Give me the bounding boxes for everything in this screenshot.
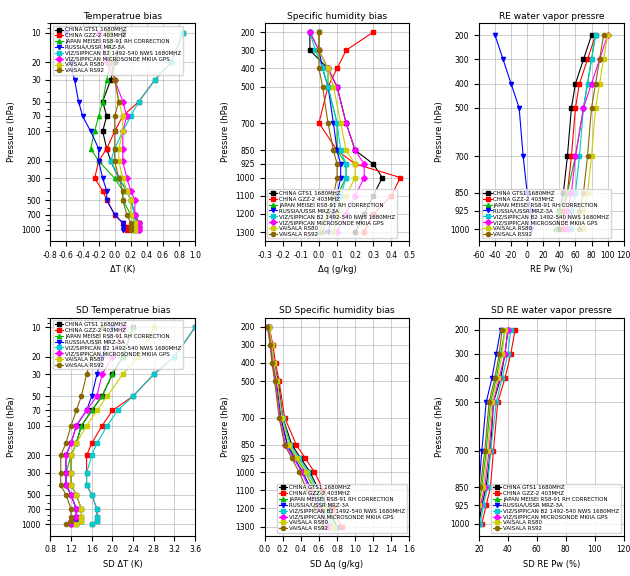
Legend: CHINA GTS1 1680MHZ, CHINA GZZ-2 403MHZ, JAPAN MEISEI RS8-91 RH CORRECTION, RUSSI: CHINA GTS1 1680MHZ, CHINA GZZ-2 403MHZ, …	[277, 484, 406, 533]
X-axis label: SD RE Pw (%): SD RE Pw (%)	[523, 560, 580, 569]
Y-axis label: Pressure (hPa): Pressure (hPa)	[435, 396, 444, 457]
Y-axis label: Pressure (hPa): Pressure (hPa)	[7, 102, 16, 162]
X-axis label: Δq (g/kg): Δq (g/kg)	[318, 266, 357, 274]
Title: Specific humidity bias: Specific humidity bias	[287, 12, 387, 21]
X-axis label: ΔT (K): ΔT (K)	[110, 266, 135, 274]
Legend: CHINA GTS1 1680MHZ, CHINA GZZ-2 403MHZ, JAPAN MEISEI RS8-91 RH CORRECTION, RUSSI: CHINA GTS1 1680MHZ, CHINA GZZ-2 403MHZ, …	[482, 190, 611, 238]
Y-axis label: Pressure (hPa): Pressure (hPa)	[221, 396, 230, 457]
Y-axis label: Pressure (hPa): Pressure (hPa)	[221, 102, 230, 162]
Title: RE water vapor pressre: RE water vapor pressre	[498, 12, 604, 21]
Legend: CHINA GTS1 1680MHZ, CHINA GZZ-2 403MHZ, JAPAN MEISEI RS8-91 RH CORRECTION, RUSSI: CHINA GTS1 1680MHZ, CHINA GZZ-2 403MHZ, …	[268, 190, 397, 238]
Legend: CHINA GTS1 1680MHZ, CHINA GZZ-2 403MHZ, JAPAN MEISEI RS8-91 RH CORRECTION, RUSSI: CHINA GTS1 1680MHZ, CHINA GZZ-2 403MHZ, …	[53, 26, 183, 75]
Title: SD Specific humidity bias: SD Specific humidity bias	[279, 306, 395, 316]
X-axis label: SD ΔT (K): SD ΔT (K)	[103, 560, 142, 569]
Title: Temperatrue bias: Temperatrue bias	[83, 12, 163, 21]
Title: SD Temperatrue bias: SD Temperatrue bias	[76, 306, 170, 316]
Y-axis label: Pressure (hPa): Pressure (hPa)	[435, 102, 444, 162]
Legend: CHINA GTS1 1680MHZ, CHINA GZZ-2 403MHZ, JAPAN MEISEI RS8-91 RH CORRECTION, RUSSI: CHINA GTS1 1680MHZ, CHINA GZZ-2 403MHZ, …	[53, 320, 183, 369]
X-axis label: RE Pw (%): RE Pw (%)	[530, 266, 573, 274]
Y-axis label: Pressure (hPa): Pressure (hPa)	[7, 396, 16, 457]
X-axis label: SD Δq (g/kg): SD Δq (g/kg)	[311, 560, 364, 569]
Title: SD RE water vapor pressre: SD RE water vapor pressre	[491, 306, 612, 316]
Legend: CHINA GTS1 1680MHZ, CHINA GZZ-2 403MHZ, JAPAN MEISEI RS8-91 RH CORRECTION, RUSSI: CHINA GTS1 1680MHZ, CHINA GZZ-2 403MHZ, …	[491, 484, 621, 533]
